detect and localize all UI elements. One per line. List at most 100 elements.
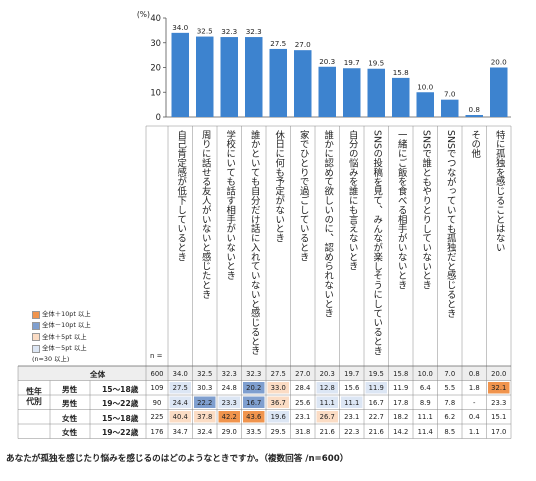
row-age-label: 15～18歳 [102, 413, 139, 423]
bar [294, 50, 312, 117]
table-cell-highlight [218, 411, 240, 423]
legend-swatch [32, 321, 40, 330]
table-cell: 22.3 [344, 427, 360, 436]
table-cell: 27.0 [295, 369, 311, 378]
table-cell: 32.5 [197, 369, 213, 378]
table-cell: 36.7 [270, 398, 286, 407]
table-cell: 11.1 [344, 398, 360, 407]
table-cell: 15.6 [344, 384, 360, 392]
bar [269, 48, 287, 117]
row-age-label: 15～18歳 [102, 384, 139, 394]
table-cell: 33.5 [246, 427, 262, 436]
table-cell: 8.5 [444, 427, 456, 436]
bar-layer: 0 10 20 30 40(%) 34.0 32.5 32.3 32.3 27.5 27.0 20.3… [137, 10, 511, 122]
table-cell-highlight [488, 382, 510, 394]
category-label: 学校にいても話す相手がいないとき [224, 130, 236, 281]
row-age-label: 19～22歳 [102, 428, 139, 437]
row-n-value: 225 [150, 413, 164, 421]
category-label: SNSで誰ともやりとりしていないとき [420, 130, 432, 290]
bar-value-label: 32.3 [221, 27, 237, 36]
table-cell-highlight [316, 411, 338, 423]
bar [367, 68, 385, 117]
legend-swatch [32, 344, 40, 353]
table-cell: 20.0 [491, 369, 507, 378]
bar-value-label: 34.0 [172, 23, 188, 32]
y-unit-label: (%) [137, 10, 150, 19]
table-cell: 42.2 [221, 413, 237, 421]
y-tick-label: 40 [150, 13, 161, 23]
table-cell: 6.2 [444, 413, 456, 421]
table-cell: 11.1 [319, 398, 335, 407]
table-cell: 34.0 [172, 369, 188, 378]
table-cell: 32.4 [197, 427, 213, 436]
legend-swatch [32, 333, 40, 342]
category-label: 自分の悩みを誰にも言えないとき [346, 130, 358, 271]
bar-value-label: 32.3 [246, 27, 262, 36]
table-cell: 20.2 [246, 384, 262, 392]
row-group-label: 男性 [62, 399, 78, 408]
table-cell-highlight [218, 396, 240, 408]
bar [318, 66, 336, 117]
table-cell: 0.4 [468, 413, 480, 421]
category-label: SNSの投稿を見て、みんなが楽しそうにしているとき [371, 130, 383, 356]
legend-note: (n=30 以上) [32, 355, 70, 364]
row-n-value: 90 [152, 398, 162, 407]
chart-caption: あなたが孤独を感じたり悩みを感じるのはどのようなときですか。（複数回答 /n=6… [6, 454, 349, 464]
table-grid [17, 125, 512, 439]
category-label: 一緒にご飯を食べる相手がいないとき [395, 130, 407, 290]
table-cell-highlight [194, 396, 216, 408]
table-cell: 1.8 [468, 384, 480, 392]
category-label: 自己肯定感が低下しているとき [175, 130, 187, 262]
table-cell: 29.0 [221, 427, 237, 436]
table-cell: 23.3 [491, 398, 507, 407]
table-cell: 14.2 [393, 427, 409, 436]
row-n-value: 600 [150, 369, 164, 378]
row-n-value: 176 [150, 427, 164, 436]
legend: 全体＋10pt 以上 全体－10pt 以上 全体＋5pt 以上 全体－5pt 以上 (n… [32, 309, 91, 365]
category-label: 誰かといても自分だけ話に入れていないと感じるとき [248, 130, 260, 356]
table-cell: 32.1 [491, 384, 507, 392]
bar [171, 32, 189, 117]
table-cell: 23.3 [221, 398, 237, 407]
table-cell: 10.0 [417, 369, 433, 378]
y-tick-label: 30 [150, 38, 161, 48]
category-label: 周りに話せる友人がいないと感じたとき [199, 130, 211, 300]
table-cell: 11.9 [368, 384, 384, 392]
category-label: 特に孤独を感じることはない [493, 130, 505, 253]
table-cell-highlight [316, 396, 338, 408]
table-cell: 11.4 [417, 427, 433, 436]
legend-item: 全体－5pt 以上 [32, 343, 91, 354]
table-cell: 25.6 [295, 398, 311, 407]
bar-value-label: 10.0 [417, 82, 433, 91]
table-cell-highlight [341, 396, 363, 408]
bar [343, 68, 361, 117]
table-cell-highlight [194, 411, 216, 423]
table-cell: 37.8 [197, 413, 213, 421]
table-cell-highlight [267, 382, 289, 394]
row-n-value: 109 [150, 384, 164, 392]
bar-value-label: 32.5 [197, 27, 213, 36]
legend-label: 全体－5pt 以上 [42, 343, 87, 352]
y-tick-label: 0 [156, 112, 161, 122]
bar-value-label: 7.0 [444, 90, 456, 99]
bar [490, 67, 508, 117]
category-label: 誰かに認めて欲しいのに、認められないとき [322, 130, 334, 318]
bar-value-label: 20.3 [319, 57, 335, 66]
table-cell: 22.2 [197, 398, 213, 407]
table-cell: 19.6 [270, 413, 286, 421]
legend-item: 全体－10pt 以上 [32, 320, 91, 331]
legend-label: 全体＋5pt 以上 [42, 332, 87, 341]
table-cell-highlight [316, 382, 338, 394]
table-cell: 31.8 [295, 427, 311, 436]
table-cell-highlight [169, 382, 191, 394]
table-cell: 11.9 [393, 384, 409, 392]
table-cell: 5.5 [444, 384, 456, 392]
row-group-label: 女性 [62, 413, 78, 423]
table-cell: 20.3 [319, 369, 335, 378]
table-cell: 11.1 [417, 413, 433, 421]
category-label: 休日に何も予定がないとき [273, 130, 285, 243]
bar [416, 92, 434, 117]
table-cell-highlight [243, 411, 265, 423]
table-cell: 30.3 [197, 384, 213, 392]
table-cell: 40.4 [172, 413, 188, 421]
